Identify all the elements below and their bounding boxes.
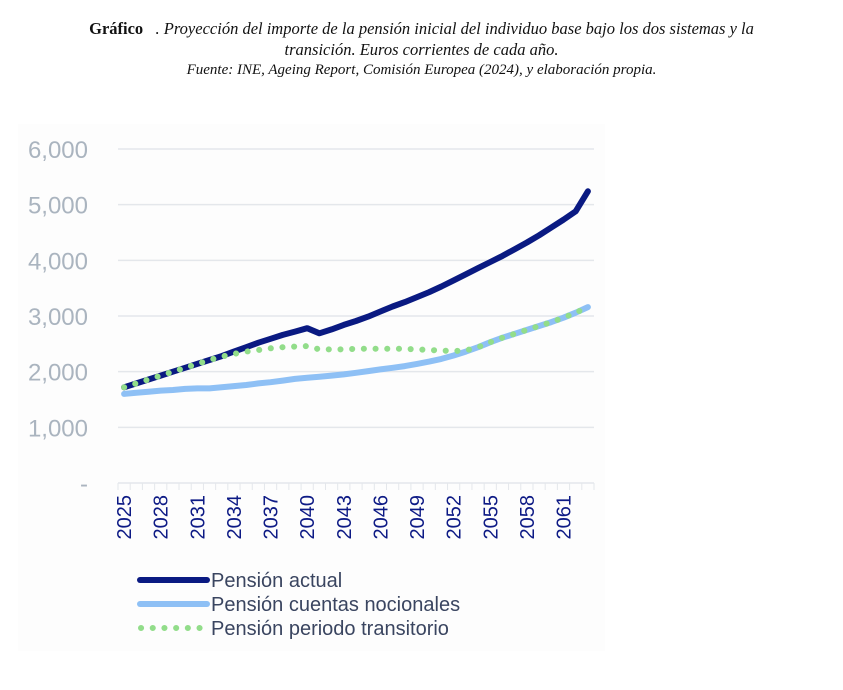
- caption-label: Gráfico: [89, 19, 144, 38]
- caption-title-part2: transición. Euros corrientes de cada año…: [284, 40, 559, 59]
- gridlines: [118, 148, 594, 429]
- legend-label: Pensión periodo transitorio: [211, 618, 449, 640]
- x-tick-label: 2037: [261, 495, 283, 540]
- x-tick-label: 2040: [297, 495, 319, 540]
- series-lines: [121, 188, 591, 397]
- x-tick-label: 2049: [407, 495, 429, 540]
- caption-source: Fuente: INE, Ageing Report, Comisión Eur…: [186, 62, 657, 78]
- figure-caption: Gráfico . Proyección del importe de la p…: [0, 18, 843, 81]
- x-tick-label: 2058: [517, 495, 539, 540]
- legend-label: Pensión actual: [211, 570, 342, 592]
- x-tick-label: 2025: [114, 495, 136, 540]
- series-line-pension-actual: [121, 188, 591, 391]
- x-tick-label: 2046: [370, 495, 392, 540]
- y-tick-label: 3,000: [28, 304, 88, 331]
- caption-title-part1: . Proyección del importe de la pensión i…: [155, 19, 754, 38]
- y-tick-label: 2,000: [28, 360, 88, 387]
- x-tick-label: 2031: [187, 495, 209, 540]
- x-tick-label: 2043: [334, 495, 356, 540]
- legend-label: Pensión cuentas nocionales: [211, 594, 460, 616]
- x-axis: 2025 2028 2031 2034 2037 2040 2043 2046 2049 2052…: [114, 482, 595, 540]
- x-tick-label: 2034: [224, 495, 246, 540]
- y-tick-label: 6,000: [28, 137, 88, 164]
- series-line-pension-periodo-transitorio: [121, 304, 591, 391]
- x-tick-label: 2055: [480, 495, 502, 540]
- x-tick-label: 2028: [151, 495, 173, 540]
- x-tick-label: 2052: [444, 495, 466, 540]
- y-tick-label: 5,000: [28, 193, 88, 220]
- y-tick-label: 4,000: [28, 248, 88, 275]
- y-tick-label: -: [80, 471, 88, 498]
- caption-line-1: Gráfico . Proyección del importe de la p…: [0, 18, 843, 39]
- chart-panel: [18, 124, 605, 651]
- y-tick-label: 1,000: [28, 415, 88, 442]
- x-tick-label: 2061: [553, 495, 575, 540]
- y-axis-ticks: - 1,000 2,000 3,000 4,000 5,000 6,000: [28, 137, 88, 498]
